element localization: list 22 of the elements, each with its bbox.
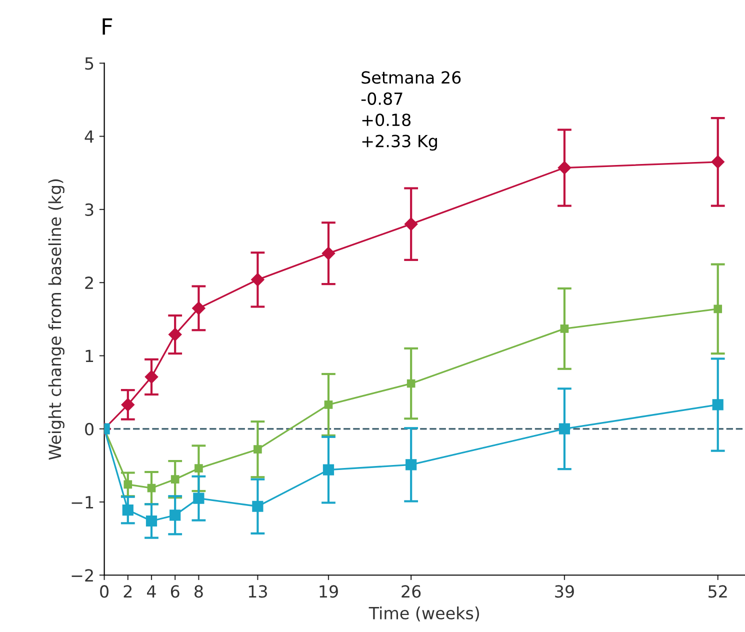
x-tick-label: 4 xyxy=(147,585,156,598)
x-tick-label: 6 xyxy=(170,585,180,598)
x-tick-label: 52 xyxy=(708,585,727,598)
y-tick-label: 1 xyxy=(86,350,94,362)
y-axis-title: Weight change from baseline (kg) xyxy=(48,179,64,460)
x-tick-label: 26 xyxy=(402,585,421,598)
x-tick-label: 8 xyxy=(194,585,203,598)
x-tick-label: 0 xyxy=(100,585,108,598)
y-tick-label: 0 xyxy=(85,422,94,436)
y-tick-label: −1 xyxy=(72,496,94,508)
x-tick-label: 2 xyxy=(124,585,132,598)
x-tick-label: 19 xyxy=(320,585,338,598)
y-tick-label: −2 xyxy=(72,569,93,582)
x-tick-label: 39 xyxy=(555,585,574,598)
chart-title: F xyxy=(102,18,112,35)
y-tick-label: 4 xyxy=(84,130,94,143)
y-tick-label: 2 xyxy=(85,276,93,289)
y-tick-label: 3 xyxy=(85,203,94,216)
y-tick-label: 5 xyxy=(85,57,94,70)
annotation: Setmana 26 -0.87 +0.18 +2.33 Kg xyxy=(361,71,461,151)
x-axis-title: Time (weeks) xyxy=(368,606,479,622)
x-tick-label: 13 xyxy=(248,585,267,598)
